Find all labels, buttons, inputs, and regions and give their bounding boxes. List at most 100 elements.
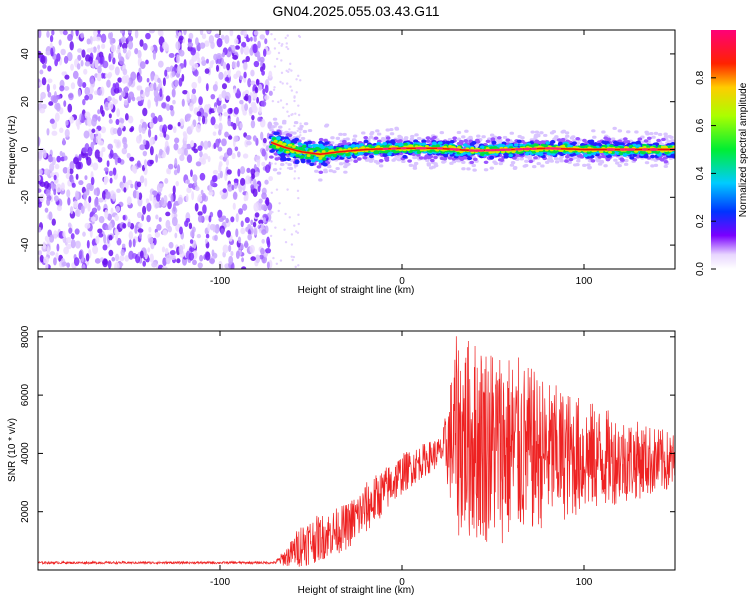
signal-blob: [464, 129, 469, 133]
signal-blob: [437, 141, 443, 145]
signal-blob: [268, 155, 274, 159]
noise-blob: [85, 54, 91, 63]
signal-blob: [394, 126, 399, 130]
signal-blob: [612, 126, 617, 130]
signal-blob: [329, 141, 335, 145]
noise-blob: [170, 254, 176, 261]
noise-blob: [92, 136, 97, 146]
noise-blob: [226, 147, 233, 156]
noise-blob: [149, 145, 154, 156]
signal-blob: [617, 163, 622, 168]
noise-blob: [262, 88, 266, 95]
noise-blob: [223, 112, 228, 117]
noise-blob: [81, 49, 86, 58]
noise-blob: [74, 228, 80, 235]
noise-blob: [55, 183, 62, 193]
noise-blob: [94, 258, 101, 264]
signal-blob: [421, 139, 427, 143]
noise-blob: [121, 147, 128, 155]
noise-blob: [266, 236, 270, 246]
noise-blob: [127, 30, 132, 34]
noise-blob: [261, 229, 267, 236]
noise-blob: [179, 226, 183, 235]
signal-blob: [663, 160, 669, 164]
noise-dot: [274, 162, 277, 165]
noise-dot: [270, 32, 273, 36]
signal-blob: [425, 139, 431, 143]
noise-blob: [66, 166, 70, 175]
noise-dot: [297, 74, 300, 78]
signal-blob: [625, 139, 631, 144]
signal-blob: [286, 157, 292, 162]
signal-blob: [657, 132, 663, 137]
noise-dot: [270, 191, 273, 194]
noise-blob: [195, 123, 202, 133]
signal-blob: [534, 130, 540, 134]
noise-blob: [38, 226, 42, 233]
noise-blob: [96, 72, 102, 82]
signal-blob: [318, 137, 324, 142]
noise-blob: [121, 243, 126, 249]
noise-blob: [224, 77, 230, 82]
signal-blob: [378, 164, 384, 168]
noise-blob: [259, 254, 264, 260]
noise-blob: [258, 219, 264, 225]
noise-dot: [286, 188, 289, 191]
signal-blob: [355, 144, 360, 148]
noise-blob: [97, 109, 101, 115]
noise-blob: [97, 156, 103, 163]
signal-blob: [343, 165, 348, 169]
noise-blob: [91, 36, 97, 42]
signal-blob: [310, 158, 316, 163]
noise-blob: [251, 114, 255, 121]
signal-blob: [669, 135, 674, 139]
signal-blob: [536, 134, 541, 138]
noise-blob: [162, 77, 166, 87]
signal-blob: [636, 144, 641, 148]
noise-blob: [264, 38, 268, 45]
noise-blob: [231, 45, 236, 51]
signal-blob: [626, 130, 631, 134]
signal-blob: [560, 137, 566, 142]
noise-blob: [38, 188, 42, 193]
noise-blob: [109, 149, 114, 159]
noise-blob: [122, 214, 126, 221]
noise-blob: [178, 35, 184, 41]
noise-dot: [284, 240, 288, 244]
noise-blob: [240, 227, 246, 235]
noise-blob: [48, 101, 54, 106]
signal-blob: [369, 157, 375, 161]
signal-blob: [363, 139, 369, 144]
noise-blob: [243, 45, 250, 56]
noise-blob: [109, 36, 113, 46]
noise-blob: [62, 167, 68, 174]
noise-blob: [237, 151, 241, 158]
noise-dot: [290, 243, 294, 246]
noise-blob: [86, 117, 93, 127]
noise-blob: [210, 94, 216, 100]
signal-blob: [489, 133, 495, 137]
noise-blob: [239, 177, 246, 186]
signal-blob: [489, 166, 494, 170]
noise-blob: [254, 171, 260, 177]
noise-blob: [185, 217, 191, 223]
noise-blob: [139, 61, 146, 70]
noise-blob: [122, 222, 127, 229]
noise-blob: [39, 108, 46, 114]
noise-blob: [243, 71, 247, 79]
noise-blob: [136, 181, 142, 188]
noise-blob: [139, 39, 144, 47]
noise-blob: [145, 198, 150, 204]
noise-blob: [44, 235, 50, 242]
noise-blob: [46, 245, 50, 256]
noise-blob: [149, 122, 154, 129]
noise-blob: [253, 227, 258, 236]
noise-blob: [246, 37, 251, 43]
noise-blob: [152, 50, 157, 60]
signal-blob: [519, 157, 524, 161]
signal-blob: [361, 131, 366, 135]
noise-blob: [161, 102, 167, 109]
noise-blob: [262, 48, 267, 57]
noise-blob: [96, 89, 103, 96]
noise-blob: [240, 46, 244, 55]
